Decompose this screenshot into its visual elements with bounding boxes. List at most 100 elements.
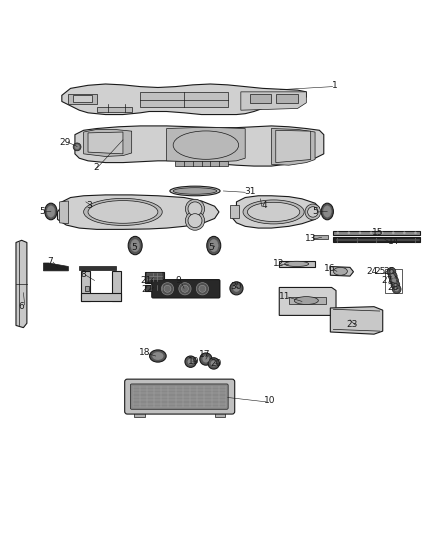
Circle shape [75, 144, 79, 149]
Polygon shape [215, 411, 225, 417]
Polygon shape [73, 95, 92, 102]
Circle shape [403, 231, 406, 234]
Circle shape [307, 207, 318, 217]
Polygon shape [16, 240, 27, 328]
Text: 30: 30 [230, 281, 241, 290]
Text: 5: 5 [208, 243, 214, 252]
Polygon shape [313, 235, 328, 239]
Polygon shape [147, 273, 162, 281]
Ellipse shape [209, 239, 218, 252]
Text: 13: 13 [305, 233, 316, 243]
Text: 15: 15 [372, 228, 384, 237]
Polygon shape [272, 128, 315, 165]
FancyBboxPatch shape [131, 384, 228, 409]
Circle shape [187, 359, 194, 365]
Circle shape [233, 285, 240, 292]
Text: 5: 5 [39, 207, 45, 215]
Ellipse shape [170, 186, 220, 196]
Circle shape [164, 285, 171, 292]
Circle shape [188, 214, 202, 228]
Circle shape [392, 231, 395, 234]
Text: 5: 5 [312, 207, 318, 215]
Text: 20: 20 [211, 359, 222, 368]
Text: 24: 24 [366, 267, 378, 276]
Polygon shape [330, 266, 353, 276]
Circle shape [392, 278, 396, 282]
Circle shape [359, 231, 361, 234]
FancyBboxPatch shape [152, 280, 220, 298]
Polygon shape [81, 293, 121, 302]
Ellipse shape [88, 200, 158, 223]
Text: 23: 23 [346, 320, 357, 329]
Circle shape [389, 270, 394, 274]
Circle shape [185, 199, 205, 219]
Text: 3: 3 [86, 201, 92, 210]
Ellipse shape [84, 198, 162, 225]
Text: 8: 8 [80, 270, 86, 279]
Ellipse shape [173, 188, 217, 194]
Text: 2: 2 [93, 163, 99, 172]
Circle shape [208, 358, 219, 369]
Circle shape [179, 282, 191, 295]
Text: 21: 21 [141, 276, 152, 285]
Polygon shape [230, 205, 239, 219]
Polygon shape [289, 297, 326, 304]
Text: 14: 14 [388, 237, 399, 246]
Polygon shape [333, 231, 420, 235]
Polygon shape [232, 196, 319, 228]
Polygon shape [43, 263, 68, 271]
Polygon shape [62, 84, 306, 115]
Circle shape [391, 280, 400, 289]
Ellipse shape [128, 236, 142, 255]
Polygon shape [85, 286, 89, 290]
Text: 9: 9 [175, 277, 181, 285]
Polygon shape [145, 285, 166, 290]
Ellipse shape [47, 206, 55, 217]
Circle shape [392, 285, 401, 294]
Circle shape [185, 356, 196, 367]
FancyBboxPatch shape [125, 379, 235, 414]
Polygon shape [141, 92, 228, 107]
Polygon shape [276, 94, 297, 103]
Polygon shape [81, 271, 90, 302]
Polygon shape [57, 195, 219, 229]
Ellipse shape [152, 352, 163, 360]
Polygon shape [88, 132, 123, 154]
Text: 12: 12 [273, 259, 284, 268]
Ellipse shape [333, 268, 347, 275]
Polygon shape [75, 126, 324, 166]
Polygon shape [152, 280, 219, 297]
Circle shape [387, 268, 396, 276]
Circle shape [305, 204, 321, 220]
Text: 27: 27 [381, 276, 392, 285]
Polygon shape [241, 92, 306, 110]
Ellipse shape [45, 203, 57, 220]
Polygon shape [68, 94, 97, 104]
Text: 31: 31 [245, 187, 256, 196]
Circle shape [188, 202, 202, 216]
Polygon shape [84, 130, 132, 157]
Circle shape [393, 282, 398, 287]
Polygon shape [333, 237, 420, 243]
Circle shape [161, 282, 173, 295]
Circle shape [390, 276, 399, 285]
Circle shape [196, 282, 208, 295]
Circle shape [200, 353, 212, 365]
Circle shape [73, 143, 81, 151]
Text: 29: 29 [60, 138, 71, 147]
Text: 1: 1 [332, 81, 338, 90]
Ellipse shape [243, 200, 304, 224]
Text: 7: 7 [47, 257, 53, 266]
Text: 10: 10 [264, 397, 275, 406]
Polygon shape [166, 128, 245, 161]
Text: 16: 16 [324, 264, 336, 273]
Ellipse shape [321, 203, 333, 220]
Circle shape [181, 285, 188, 292]
Circle shape [230, 282, 243, 295]
Polygon shape [279, 287, 336, 316]
Ellipse shape [150, 350, 166, 362]
Text: 6: 6 [19, 302, 25, 311]
Ellipse shape [131, 239, 140, 252]
Text: 17: 17 [199, 350, 211, 359]
Polygon shape [112, 271, 121, 302]
